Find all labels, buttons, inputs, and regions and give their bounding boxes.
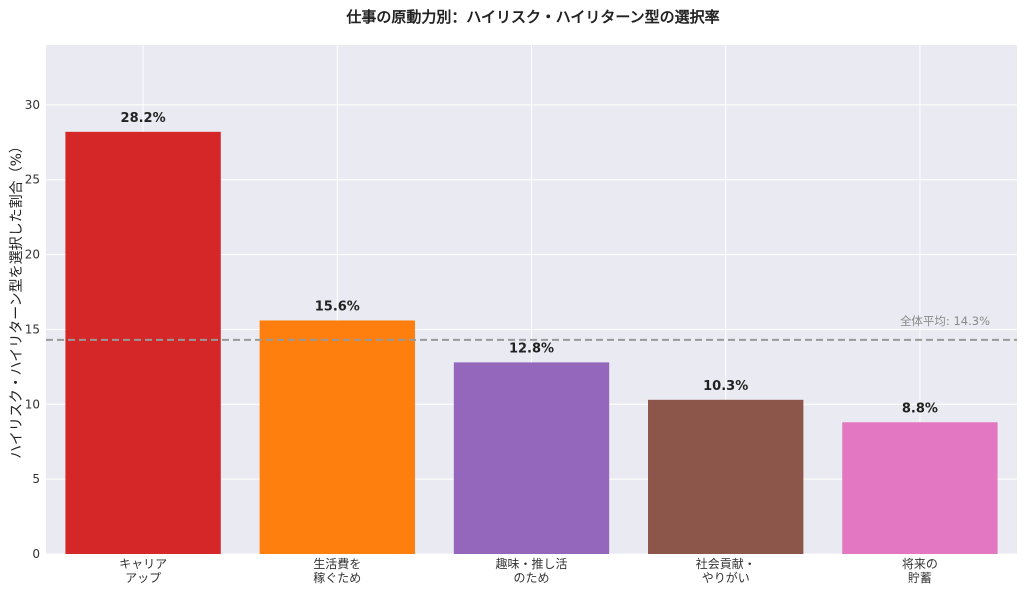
bars: [65, 131, 998, 554]
x-tick-label: 将来の貯蓄: [902, 557, 938, 585]
y-tick-label: 20: [25, 248, 40, 262]
y-tick-label: 0: [32, 547, 40, 561]
data-label: 10.3%: [703, 379, 748, 394]
x-tick-label: 社会貢献・やりがい: [696, 556, 756, 585]
chart-title: 仕事の原動力別：ハイリスク・ハイリターン型の選択率: [345, 8, 719, 26]
y-tick-label: 25: [25, 173, 40, 187]
x-tick-label: 生活費を稼ぐため: [313, 556, 361, 585]
y-tick-label: 5: [32, 472, 40, 486]
y-tick-label: 30: [25, 98, 40, 112]
data-labels: 28.2% 15.6% 12.8% 10.3% 8.8%: [121, 111, 938, 416]
y-axis-label: ハイリスク・ハイリターン型を選択した割合（%）: [8, 139, 25, 459]
bar: [453, 362, 610, 554]
x-tick-label: 趣味・推し活のため: [495, 556, 567, 585]
data-label: 12.8%: [509, 341, 554, 356]
bar: [259, 320, 415, 554]
bar: [648, 399, 804, 554]
y-tick-label: 10: [25, 397, 40, 411]
y-axis-ticks: 0 5 10 15 20 25 30: [25, 98, 40, 561]
bar: [842, 422, 998, 554]
bar: [65, 131, 221, 554]
data-label: 28.2%: [121, 111, 166, 126]
y-tick-label: 15: [25, 322, 40, 336]
reference-line-label: 全体平均: 14.3%: [900, 314, 990, 328]
data-label: 15.6%: [315, 299, 360, 314]
reference-line-group: 全体平均: 14.3%: [46, 314, 1017, 341]
x-axis-ticks: キャリアアップ 生活費を稼ぐため 趣味・推し活のため 社会貢献・やりがい 将来の貯蓄: [119, 556, 938, 585]
data-label: 8.8%: [902, 401, 938, 416]
x-tick-label: キャリアアップ: [119, 557, 167, 585]
